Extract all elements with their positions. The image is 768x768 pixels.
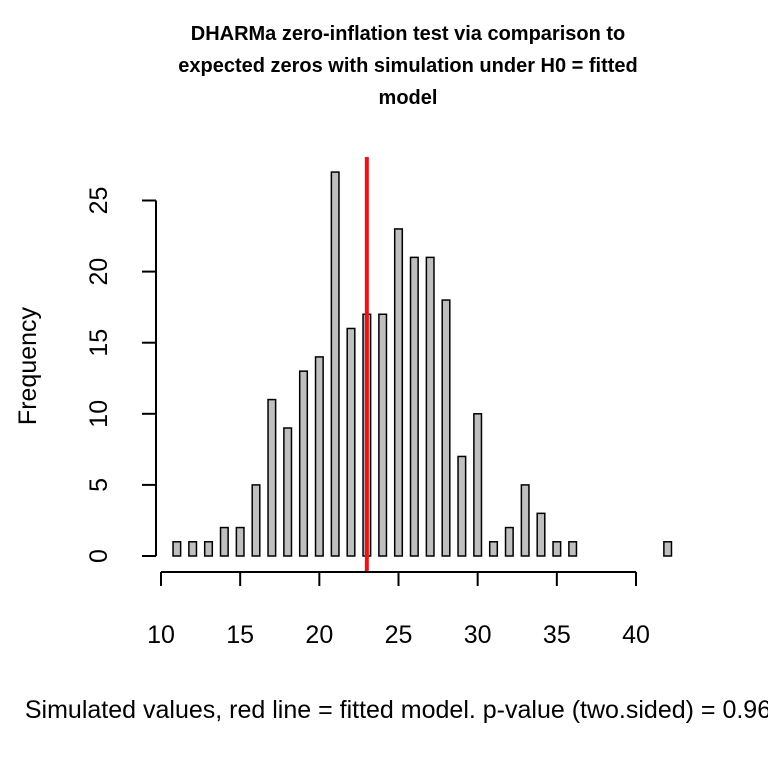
histogram-bar [409,256,419,557]
y-tick-label: 25 [85,187,113,215]
y-tick-label: 10 [85,400,113,428]
x-tick-label: 10 [147,621,175,649]
histogram-bar [663,541,673,557]
x-axis: 10 15 20 25 30 35 40 [147,571,650,649]
chart-title-line-1: DHARMa zero-inflation test via compariso… [191,23,626,45]
histogram-bar [520,484,530,557]
histogram-bar [425,256,435,557]
histogram-bar [441,299,451,557]
histogram-bar [488,541,499,557]
histogram-bar [473,413,483,557]
y-tick-label: 5 [85,478,113,492]
x-tick-label: 20 [305,621,333,649]
histogram-bar [203,541,214,557]
histogram-bar [457,455,467,557]
x-tick-label: 40 [622,621,650,649]
histogram-bar [188,541,198,557]
histogram-bar [172,541,182,557]
histogram-bar [298,370,309,557]
histogram-bar [330,171,340,557]
histogram-bar [235,526,245,557]
histogram-bar [378,313,388,557]
histogram-bar [504,526,514,557]
histogram-bar [568,541,578,557]
y-axis-title: Frequency [14,306,42,425]
x-tick-label: 15 [226,621,254,649]
chart-title-line-2: expected zeros with simulation under H0 … [178,55,638,77]
histogram-bar [219,526,229,557]
histogram-bar [251,484,261,557]
chart-title-line-3: model [379,87,438,109]
y-tick-label: 15 [85,329,113,357]
x-tick-label: 25 [385,621,413,649]
x-tick-label: 35 [543,621,571,649]
y-tick-label: 20 [85,258,113,286]
histogram-bar [536,512,546,557]
histogram-bar [283,427,293,557]
histogram-bar [346,327,356,557]
histogram-bar [552,541,562,557]
y-axis: 0 5 10 15 20 25 [85,187,157,563]
histogram-bars [172,171,673,557]
histogram-bar [267,398,277,557]
y-tick-label: 0 [85,549,113,563]
chart-title: DHARMa zero-inflation test via compariso… [178,23,638,109]
x-axis-title: Simulated values, red line = fitted mode… [25,696,768,724]
histogram-bar [393,228,404,557]
x-tick-label: 30 [464,621,492,649]
histogram-bar [314,356,324,557]
